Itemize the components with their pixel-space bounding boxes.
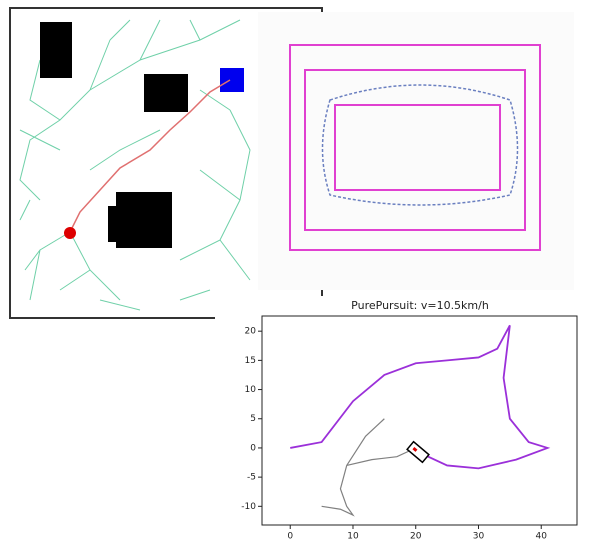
y-tick-label: 10 xyxy=(245,385,257,395)
goal xyxy=(220,68,244,92)
collage: PurePursuit: v=10.5km/h 0 10 20 30 40 -10 -5 0 5… xyxy=(0,0,591,548)
chart-title: PurePursuit: v=10.5km/h xyxy=(351,299,489,312)
chart-background xyxy=(215,296,591,548)
slam-image xyxy=(258,12,574,290)
page: PurePursuit: v=10.5km/h 0 10 20 30 40 -10 -5 0 5… xyxy=(0,0,591,548)
x-tick-label: 10 xyxy=(347,532,359,542)
y-tick-label: 20 xyxy=(245,327,257,337)
obstacle xyxy=(108,206,120,242)
y-tick-label: -10 xyxy=(241,502,256,512)
y-tick-label: 0 xyxy=(250,443,256,453)
obstacle xyxy=(116,192,172,248)
y-tick-label: 15 xyxy=(245,356,256,366)
x-tick-label: 40 xyxy=(536,532,548,542)
x-tick-label: 20 xyxy=(410,532,422,542)
x-tick-label: 30 xyxy=(473,532,485,542)
y-tick-label: 5 xyxy=(250,414,256,424)
obstacle xyxy=(144,74,188,112)
x-tick-label: 0 xyxy=(287,532,293,542)
obstacle xyxy=(40,22,72,78)
y-tick-label: -5 xyxy=(247,473,256,483)
start xyxy=(64,227,76,239)
